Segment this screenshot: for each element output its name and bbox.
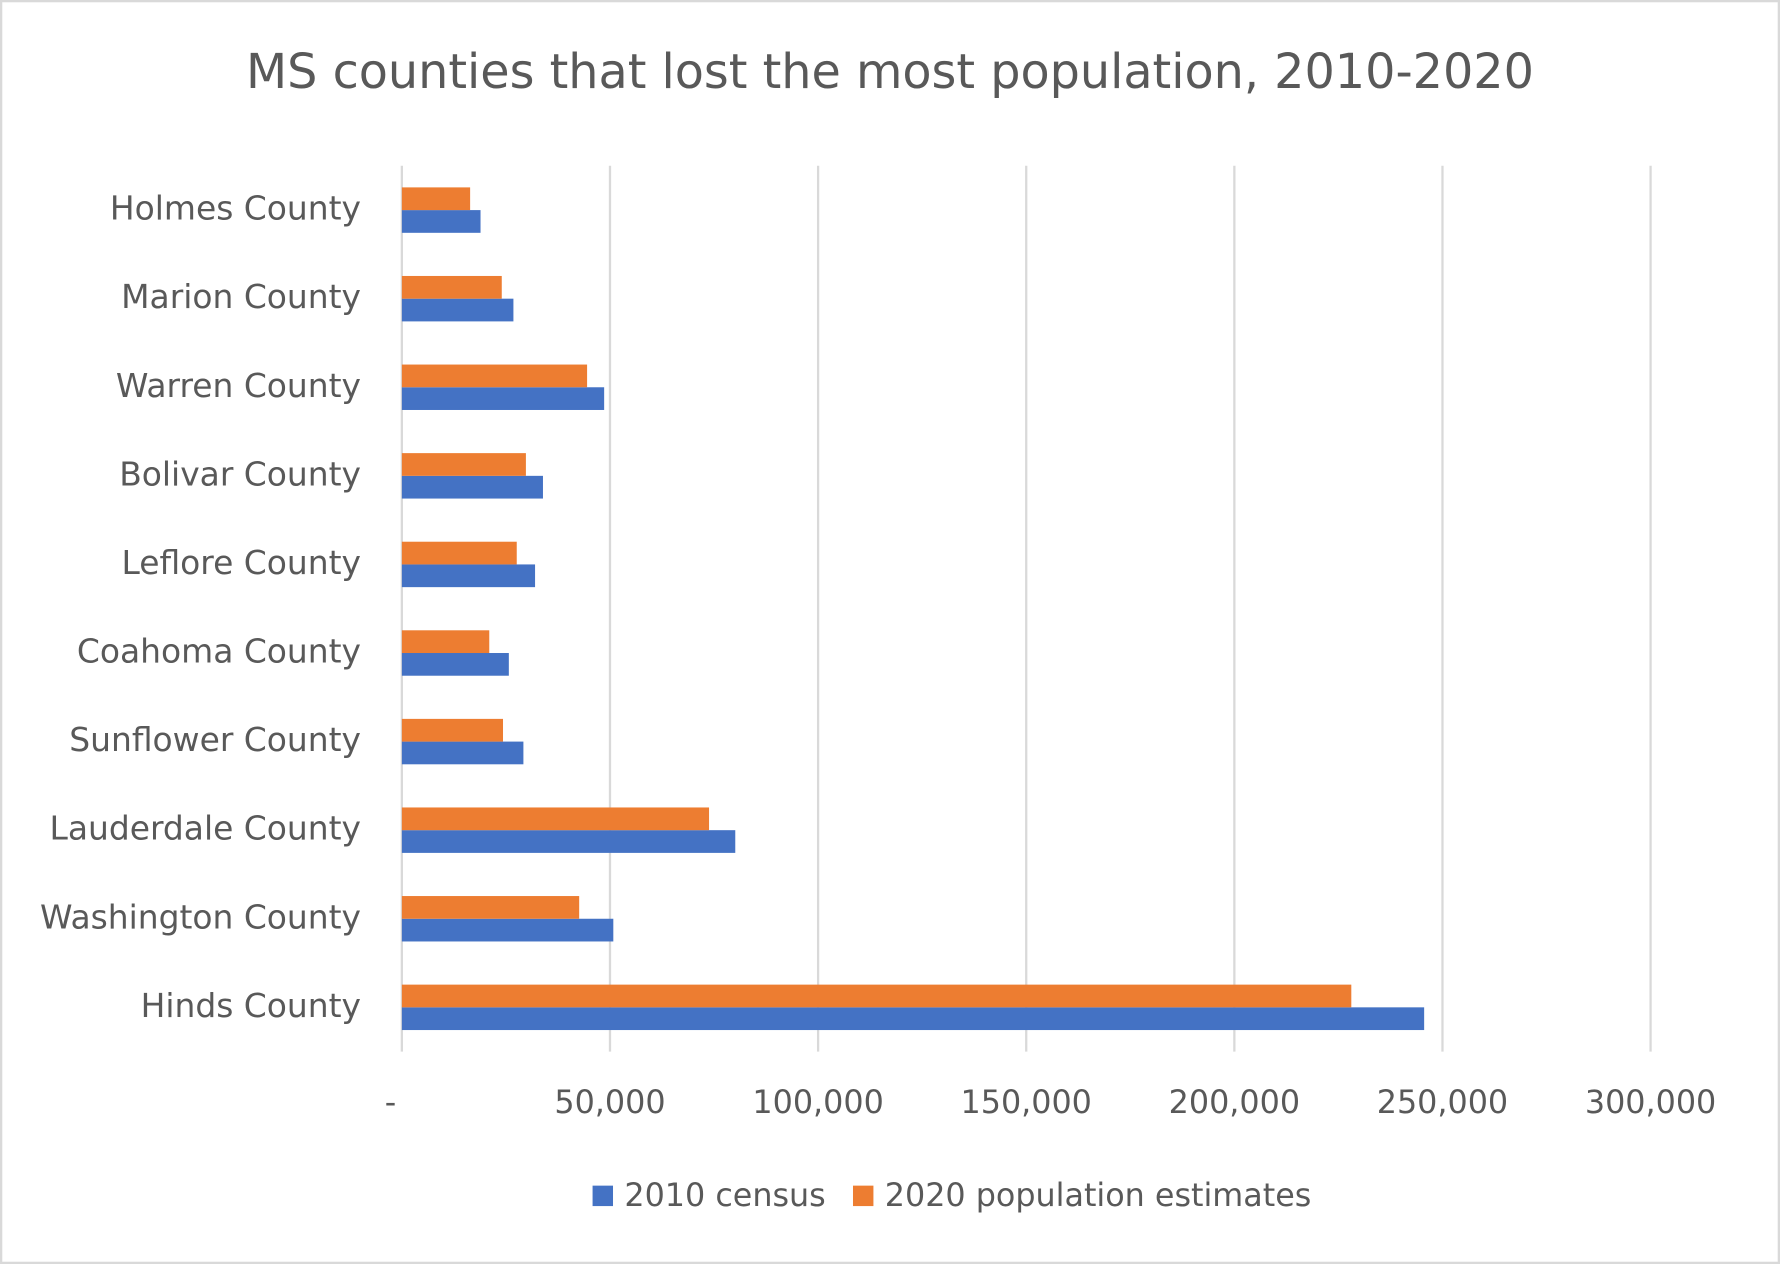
y-tick-label: Bolivar County <box>119 454 361 493</box>
x-tick-label: 200,000 <box>1169 1084 1300 1121</box>
y-tick-label: Lauderdale County <box>50 809 361 848</box>
legend-swatch <box>592 1185 614 1207</box>
legend-label: 2010 census <box>624 1177 825 1214</box>
x-tick-label: - <box>385 1084 396 1121</box>
x-tick-label: 100,000 <box>752 1084 883 1121</box>
bar <box>401 364 588 388</box>
bar <box>401 564 536 588</box>
bar <box>401 718 504 742</box>
bar <box>401 984 1352 1008</box>
y-tick-label: Leflore County <box>121 543 361 582</box>
y-tick-label: Sunflower County <box>69 720 361 759</box>
legend-swatch <box>852 1185 874 1207</box>
bar <box>401 918 614 942</box>
bar <box>401 653 509 676</box>
legend-label: 2020 population estimates <box>885 1177 1312 1214</box>
x-tick-label: 150,000 <box>961 1084 1092 1121</box>
y-tick-label: Marion County <box>121 277 361 316</box>
bar <box>401 210 481 233</box>
bar <box>401 387 605 410</box>
bar <box>401 630 490 654</box>
y-tick-label: Coahoma County <box>77 632 361 671</box>
bar <box>401 475 543 499</box>
x-tick-label: 300,000 <box>1585 1084 1716 1121</box>
x-tick-label: 250,000 <box>1377 1084 1508 1121</box>
bar <box>401 541 517 565</box>
y-tick-label: Hinds County <box>141 986 361 1025</box>
bar <box>401 187 471 211</box>
bar <box>401 1007 1425 1031</box>
bar <box>401 807 710 831</box>
bar <box>401 453 526 476</box>
bar <box>401 830 736 853</box>
bar <box>401 275 502 299</box>
y-tick-label: Washington County <box>40 897 361 936</box>
chart-title: MS counties that lost the most populatio… <box>246 45 1534 100</box>
bar <box>401 896 580 919</box>
x-tick-label: 50,000 <box>554 1084 665 1121</box>
bar <box>401 298 514 322</box>
y-tick-label: Holmes County <box>110 189 361 228</box>
y-tick-label: Warren County <box>116 366 361 405</box>
bar <box>401 741 524 765</box>
